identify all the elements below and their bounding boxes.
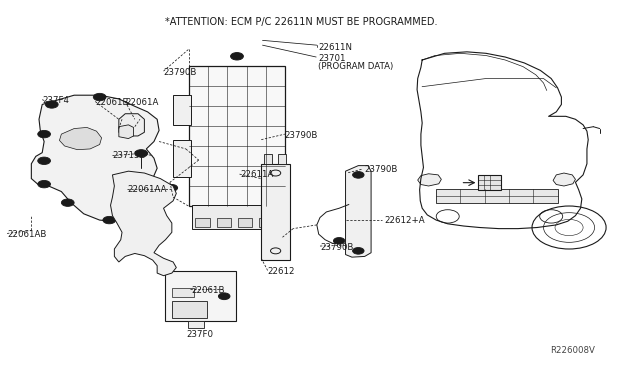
Bar <box>278 154 286 164</box>
Circle shape <box>93 93 106 101</box>
Bar <box>436 189 557 203</box>
Bar <box>172 288 194 297</box>
Bar <box>189 65 285 206</box>
Text: 23790B: 23790B <box>320 243 353 251</box>
Text: 22612+A: 22612+A <box>384 216 424 225</box>
Text: 22612: 22612 <box>268 267 295 276</box>
Bar <box>192 205 282 229</box>
Text: 237F0: 237F0 <box>186 330 213 340</box>
Bar <box>173 95 191 125</box>
Circle shape <box>45 101 58 108</box>
Circle shape <box>38 131 51 138</box>
Polygon shape <box>119 125 134 138</box>
Circle shape <box>135 150 148 157</box>
Bar <box>259 218 273 227</box>
Polygon shape <box>553 173 575 186</box>
Polygon shape <box>111 171 176 276</box>
Bar <box>173 140 191 177</box>
Text: 23701: 23701 <box>318 54 346 62</box>
Bar <box>237 218 252 227</box>
Circle shape <box>218 293 230 299</box>
Text: (PROGRAM DATA): (PROGRAM DATA) <box>318 62 394 71</box>
Circle shape <box>61 199 74 206</box>
Circle shape <box>130 206 143 213</box>
Text: 237F4: 237F4 <box>42 96 69 105</box>
Circle shape <box>230 52 243 60</box>
Text: 23715E: 23715E <box>113 151 145 160</box>
Text: 22061AB: 22061AB <box>7 230 47 239</box>
Circle shape <box>38 157 51 164</box>
Text: 22061B: 22061B <box>95 98 129 107</box>
Circle shape <box>333 237 345 244</box>
Polygon shape <box>418 174 442 186</box>
Bar <box>264 154 272 164</box>
Text: 23790B: 23790B <box>365 165 398 174</box>
Text: 23790B: 23790B <box>164 68 197 77</box>
Bar <box>478 175 500 190</box>
Circle shape <box>353 171 364 178</box>
Polygon shape <box>346 166 371 257</box>
Polygon shape <box>60 128 102 150</box>
Bar <box>195 218 209 227</box>
Text: 23790B: 23790B <box>284 131 317 141</box>
Text: *ATTENTION: ECM P/C 22611N MUST BE PROGRAMMED.: *ATTENTION: ECM P/C 22611N MUST BE PROGR… <box>164 17 437 28</box>
Bar <box>188 321 204 328</box>
Circle shape <box>38 180 51 188</box>
Circle shape <box>166 185 177 191</box>
Circle shape <box>353 247 364 254</box>
Bar <box>261 164 290 260</box>
Text: 22611N: 22611N <box>318 42 352 51</box>
Bar <box>216 218 230 227</box>
Text: R226008V: R226008V <box>550 346 595 355</box>
Text: 22061AA: 22061AA <box>127 185 166 194</box>
Bar <box>166 271 236 321</box>
Circle shape <box>103 217 116 224</box>
Text: 22061B: 22061B <box>191 286 225 295</box>
Text: 22061A: 22061A <box>125 98 159 107</box>
Bar <box>172 301 207 318</box>
Text: 22611A: 22611A <box>240 170 273 179</box>
Polygon shape <box>119 114 145 136</box>
Polygon shape <box>31 95 159 221</box>
